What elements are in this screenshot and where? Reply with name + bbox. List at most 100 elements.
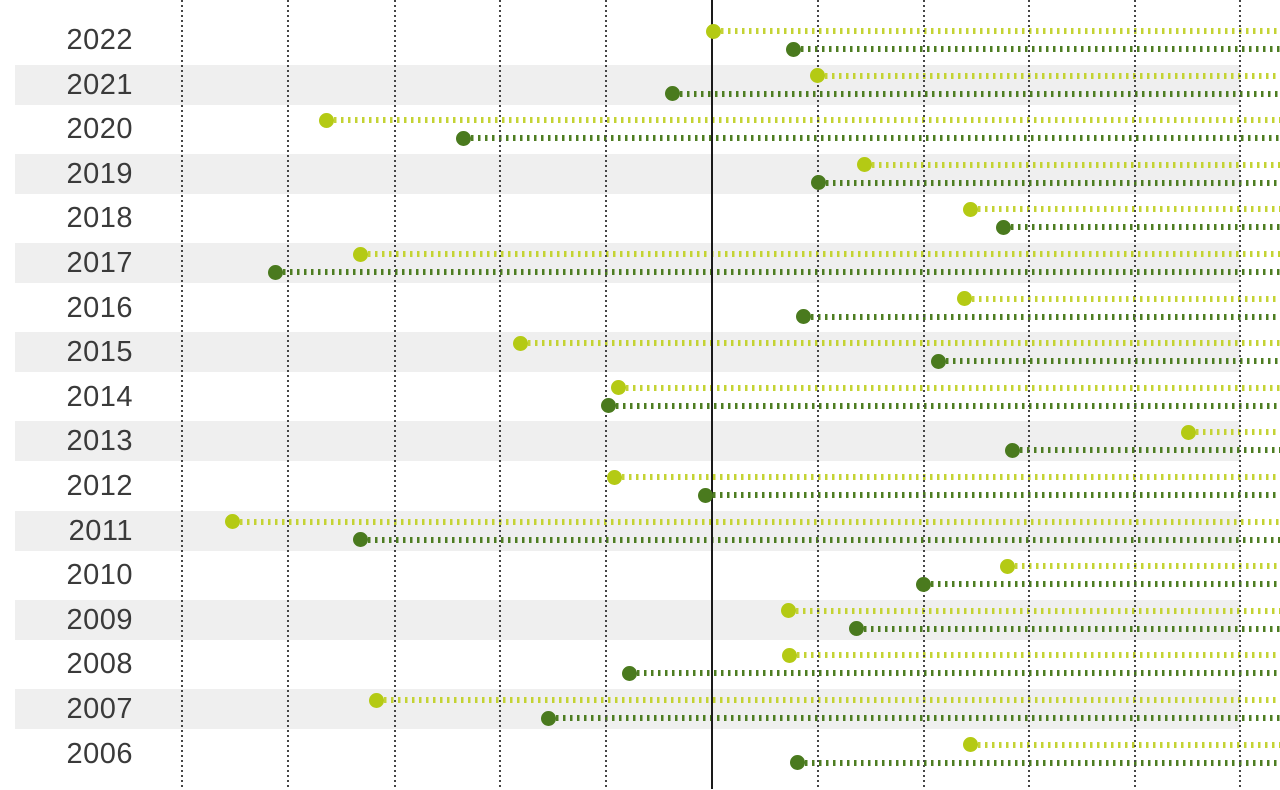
year-label: 2012 <box>66 470 133 502</box>
light-green-series-trail <box>1196 429 1280 436</box>
dark-green-series-trail <box>1020 447 1280 454</box>
gridline <box>181 0 183 789</box>
year-label: 2019 <box>66 157 133 190</box>
dark-green-series-dot <box>540 710 556 726</box>
light-green-series-dot <box>318 112 334 128</box>
light-green-series-trail <box>368 251 1280 257</box>
dark-green-series-trail <box>368 536 1280 543</box>
gridline <box>605 0 607 789</box>
year-label: 2020 <box>66 113 133 146</box>
light-green-series-trail <box>528 340 1280 347</box>
light-green-series-trail <box>626 384 1280 391</box>
light-green-series-dot <box>962 737 978 753</box>
year-label: 2008 <box>66 648 133 681</box>
year-label: 2009 <box>66 603 133 636</box>
year-label: 2010 <box>66 559 133 592</box>
dark-green-series-trail <box>616 402 1280 409</box>
row-band <box>15 243 1240 283</box>
row-band <box>15 421 1240 462</box>
dark-green-series-dot <box>995 219 1011 235</box>
dark-green-series-trail <box>680 90 1280 97</box>
dark-green-series-dot <box>352 532 368 548</box>
gridline <box>287 0 289 789</box>
dark-green-series-trail <box>556 715 1280 721</box>
year-label: 2006 <box>66 737 133 770</box>
year-label: 2015 <box>66 336 133 369</box>
year-label: 2011 <box>68 514 133 547</box>
row-band <box>15 332 1240 373</box>
light-green-series-dot <box>512 335 528 351</box>
dark-green-series-dot <box>455 130 471 146</box>
light-green-series-dot <box>352 246 368 262</box>
light-green-series-trail <box>1015 563 1280 570</box>
light-green-series-dot <box>999 558 1015 574</box>
dark-green-series-dot <box>795 309 811 325</box>
light-green-series-dot <box>1180 424 1196 440</box>
dark-green-series-dot <box>789 755 805 771</box>
dark-green-series-dot <box>810 175 826 191</box>
light-green-series-dot <box>856 157 872 173</box>
dark-green-series-dot <box>848 621 864 637</box>
year-label: 2016 <box>66 291 133 324</box>
light-green-series-dot <box>780 603 796 619</box>
gridline <box>923 0 925 789</box>
row-band <box>15 153 1240 194</box>
year-label: 2018 <box>66 202 133 235</box>
dark-green-series-trail <box>805 759 1280 766</box>
dark-green-series-trail <box>471 135 1280 142</box>
dark-green-series-trail <box>864 625 1280 632</box>
light-green-series-trail <box>240 518 1280 525</box>
dark-green-series-trail <box>826 179 1280 186</box>
dark-green-series-dot <box>621 665 637 681</box>
light-green-series-trail <box>622 474 1280 480</box>
light-green-series-trail <box>796 607 1280 614</box>
light-green-series-trail <box>978 741 1280 748</box>
light-green-series-dot <box>705 23 721 39</box>
dark-green-series-dot <box>930 353 946 369</box>
dark-green-series-trail <box>283 269 1280 275</box>
row-band <box>15 599 1240 640</box>
dark-green-series-dot <box>1004 442 1020 458</box>
year-label: 2014 <box>66 380 133 413</box>
light-green-series-trail <box>721 28 1280 34</box>
gridline <box>394 0 396 789</box>
light-green-series-dot <box>368 692 384 708</box>
dark-green-series-dot <box>600 398 616 414</box>
row-band <box>15 510 1240 551</box>
dark-green-series-dot <box>664 86 680 102</box>
dark-green-series-dot <box>915 576 931 592</box>
light-green-series-trail <box>334 117 1280 124</box>
light-green-series-dot <box>956 291 972 307</box>
dark-green-series-dot <box>697 487 713 503</box>
gridline <box>1028 0 1030 789</box>
year-label: 2017 <box>66 247 133 279</box>
dark-green-series-trail <box>811 313 1280 320</box>
year-label: 2022 <box>66 24 133 56</box>
dark-green-series-trail <box>637 670 1280 677</box>
light-green-series-trail <box>978 206 1280 213</box>
light-green-series-trail <box>384 697 1280 703</box>
dark-green-series-trail <box>1011 224 1280 231</box>
light-green-series-dot <box>610 380 626 396</box>
year-label: 2021 <box>66 68 133 101</box>
dark-green-series-trail <box>713 492 1280 498</box>
light-green-series-trail <box>825 72 1280 79</box>
gridline <box>499 0 501 789</box>
light-green-series-dot <box>781 647 797 663</box>
dark-green-series-dot <box>785 41 801 57</box>
light-green-series-trail <box>872 161 1280 168</box>
light-green-series-trail <box>797 652 1280 659</box>
dark-green-series-trail <box>801 46 1280 52</box>
row-band <box>15 64 1240 105</box>
dark-green-series-dot <box>267 264 283 280</box>
gridline <box>1239 0 1241 789</box>
light-green-series-dot <box>962 201 978 217</box>
light-green-series-dot <box>606 469 622 485</box>
gridline <box>1134 0 1136 789</box>
gridline <box>817 0 819 789</box>
